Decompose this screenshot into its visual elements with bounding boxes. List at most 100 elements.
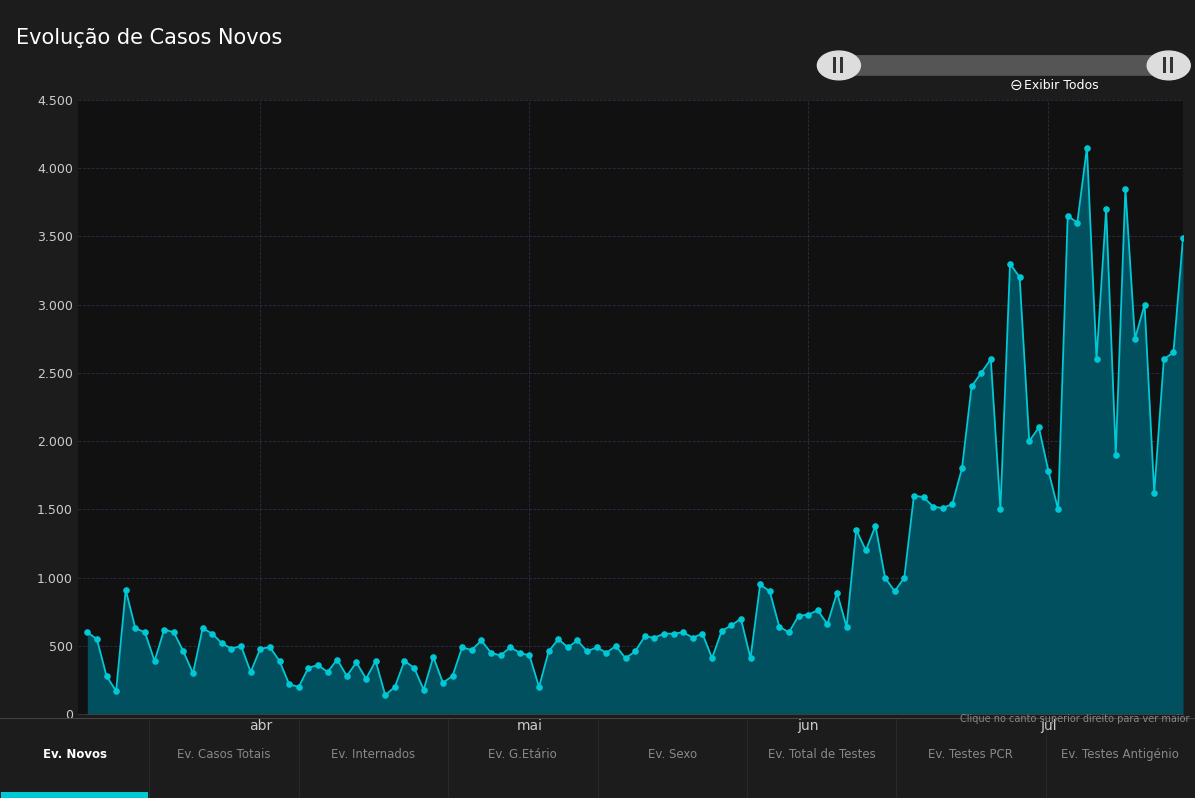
Point (1048, 503, 1067, 516)
Point (327, 654, 347, 666)
Point (924, 500, 943, 513)
Point (770, 620, 789, 633)
Point (394, 654, 413, 667)
Text: Ev. Internados: Ev. Internados (331, 748, 416, 760)
Point (866, 519, 885, 532)
Point (750, 578, 770, 591)
Point (356, 673, 375, 685)
Point (914, 491, 933, 504)
Point (491, 649, 510, 662)
Point (731, 612, 750, 625)
Text: Ev. Testes Antigénio: Ev. Testes Antigénio (1061, 748, 1179, 760)
Point (577, 645, 596, 658)
Point (347, 656, 366, 669)
Point (87, 633, 106, 646)
Point (779, 626, 798, 638)
Point (664, 627, 684, 640)
Point (194, 622, 213, 634)
Point (885, 585, 905, 598)
Point (125, 622, 145, 634)
Point (482, 646, 501, 659)
Point (145, 654, 164, 667)
Point (876, 571, 895, 584)
Point (636, 630, 655, 642)
Text: Clique no canto superior direito para ver maior: Clique no canto superior direito para ve… (960, 714, 1189, 725)
Text: Ev. Novos: Ev. Novos (43, 748, 106, 760)
Point (366, 654, 385, 667)
Point (203, 627, 222, 640)
Point (626, 645, 645, 658)
Text: Ev. Sexo: Ev. Sexo (648, 748, 697, 760)
Point (375, 689, 394, 701)
Point (173, 645, 192, 658)
Point (1107, 448, 1126, 461)
Point (184, 667, 203, 680)
Point (1078, 141, 1097, 154)
Point (933, 502, 952, 515)
Text: Ev. Total de Testes: Ev. Total de Testes (767, 748, 876, 760)
Point (501, 641, 520, 654)
Point (712, 625, 731, 638)
Point (1135, 298, 1154, 311)
Point (78, 626, 97, 638)
Text: Evolução de Casos Novos: Evolução de Casos Novos (16, 28, 282, 48)
Point (703, 652, 722, 665)
Point (289, 681, 308, 693)
Point (97, 670, 116, 682)
Point (1000, 257, 1019, 270)
Point (154, 623, 173, 636)
Point (558, 641, 577, 654)
Point (318, 666, 337, 678)
Point (847, 523, 866, 536)
Point (415, 683, 434, 696)
Point (1010, 271, 1029, 283)
Point (952, 462, 972, 475)
Point (693, 627, 712, 640)
Point (817, 618, 836, 630)
Point (424, 650, 443, 663)
Point (1038, 464, 1058, 477)
Point (741, 652, 760, 665)
Point (615, 652, 635, 665)
Point (270, 654, 289, 667)
Point (213, 637, 232, 650)
Point (760, 585, 779, 598)
Point (106, 685, 125, 697)
Point (1058, 209, 1077, 222)
Point (674, 626, 693, 638)
Text: Ev. G.Etário: Ev. G.Etário (489, 748, 557, 760)
Point (261, 641, 280, 654)
Point (549, 633, 568, 646)
Point (280, 678, 299, 690)
Text: Ev. Casos Totais: Ev. Casos Totais (177, 748, 271, 760)
Text: Ev. Testes PCR: Ev. Testes PCR (929, 748, 1013, 760)
Point (827, 587, 846, 599)
Text: Exibir Todos: Exibir Todos (1024, 79, 1098, 92)
Point (981, 353, 1000, 365)
Point (655, 627, 674, 640)
Point (520, 649, 539, 662)
Point (789, 610, 808, 622)
Point (798, 608, 817, 621)
Point (1097, 203, 1116, 215)
Point (606, 639, 625, 652)
Point (895, 571, 914, 584)
Point (135, 626, 154, 638)
Point (991, 503, 1010, 516)
Point (462, 644, 482, 657)
Bar (0, 718, 149, 798)
Point (1126, 332, 1145, 345)
Point (857, 544, 876, 557)
Point (385, 681, 404, 693)
Point (453, 641, 472, 654)
Point (251, 642, 270, 655)
Point (405, 662, 424, 674)
Point (684, 631, 703, 644)
Point (1087, 353, 1107, 365)
Point (1164, 346, 1183, 359)
Point (1068, 216, 1087, 229)
Point (808, 604, 827, 617)
Point (905, 489, 924, 502)
Point (241, 666, 261, 678)
Point (1116, 182, 1135, 195)
